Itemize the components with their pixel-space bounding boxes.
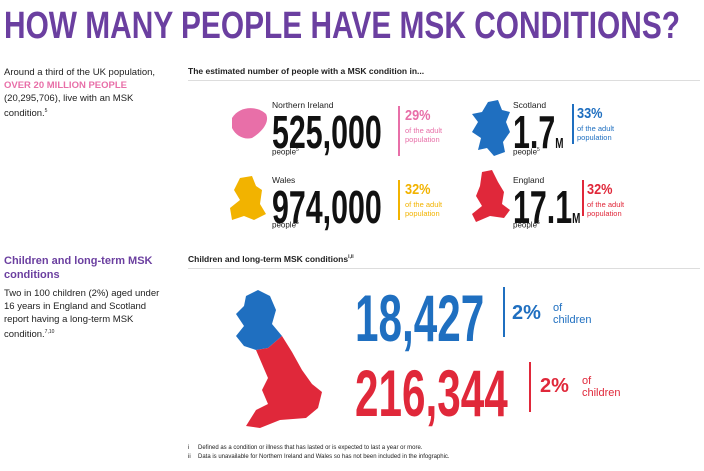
people: people: [272, 220, 297, 230]
map-england: [472, 170, 510, 222]
note: of the adult population: [405, 126, 443, 144]
divider: [398, 180, 400, 220]
text: Data is unavailable for Northern Ireland…: [198, 454, 450, 460]
people-label: people5: [513, 220, 540, 230]
text: Children and long-term MSK conditions: [188, 254, 349, 264]
children-percent: 2%: [512, 302, 541, 324]
divider: [529, 362, 531, 412]
unit: M: [572, 210, 581, 227]
nation-name: England: [513, 175, 545, 185]
divider: [503, 287, 505, 337]
nation-name: Wales: [272, 175, 296, 185]
sup: 7,10: [44, 329, 55, 335]
sup: i,ii: [348, 254, 354, 261]
people: people: [272, 147, 297, 157]
footnote: i Defined as a condition or illness that …: [188, 444, 450, 453]
side-heading: Children and long-term MSK conditions: [4, 255, 153, 281]
children-note: of children: [582, 375, 621, 399]
children-number: 18,427: [355, 281, 485, 355]
percent: 32%: [587, 181, 613, 198]
note: of the adult population: [587, 200, 625, 218]
number: 1.7: [513, 106, 556, 158]
sup: 5: [296, 147, 299, 153]
map-northern-ireland: [232, 108, 268, 139]
divider: [582, 180, 584, 216]
sup: 5: [296, 220, 299, 226]
intro-text: Around a third of the UK population,: [4, 67, 156, 78]
intro-highlight: OVER 20 MILLION PEOPLE: [4, 80, 127, 91]
people: people: [513, 220, 538, 230]
section-heading: The estimated number of people with a MS…: [188, 66, 425, 76]
percent: 33%: [577, 105, 603, 122]
rule: [188, 268, 700, 269]
text: Two in 100 children (2%) aged under 16 y…: [4, 288, 160, 341]
people-label: people5: [272, 220, 299, 230]
sup: 5: [537, 220, 540, 226]
intro: Around a third of the UK population, OVE…: [4, 66, 169, 120]
children-note: of children: [553, 302, 592, 326]
text: Defined as a condition or illness that h…: [198, 445, 423, 451]
nation-number: 17.1M: [513, 184, 580, 230]
note: of the adult population: [405, 200, 443, 218]
nation-number: 1.7M: [513, 109, 563, 155]
marker: ii: [188, 454, 191, 460]
children-percent: 2%: [540, 375, 569, 397]
children-number: 216,344: [355, 356, 508, 430]
section-heading: Children and long-term MSK conditionsi,i…: [188, 254, 354, 264]
footnote: ii Data is unavailable for Northern Irela…: [188, 453, 450, 462]
rule: [188, 80, 700, 81]
map-uk-england: [246, 336, 322, 428]
people-label: people5: [513, 147, 540, 157]
nation-name: Scotland: [513, 100, 547, 110]
title-area: HOW MANY PEOPLE HAVE MSK CONDITIONS?: [4, 5, 680, 47]
nation-number: 974,000: [272, 181, 382, 233]
unit: M: [555, 135, 564, 152]
percent: 32%: [405, 181, 431, 198]
intro-text: (20,295,706), live with an MSK condition…: [4, 93, 134, 120]
side-text: Two in 100 children (2%) aged under 16 y…: [4, 287, 164, 341]
sup: 5: [537, 147, 540, 153]
map-uk-scotland: [236, 290, 282, 350]
map-scotland: [472, 100, 510, 156]
footnotes: i Defined as a condition or illness that …: [188, 444, 450, 462]
divider: [398, 106, 400, 156]
people: people: [513, 147, 538, 157]
percent: 29%: [405, 107, 431, 124]
sup: 5: [44, 108, 48, 114]
note: of the adult population: [577, 124, 615, 142]
number: 17.1: [513, 181, 573, 233]
marker: i: [188, 445, 190, 451]
people-label: people5: [272, 147, 299, 157]
map-wales: [230, 176, 266, 220]
divider: [572, 104, 574, 144]
title: HOW MANY PEOPLE HAVE MSK CONDITIONS?: [4, 5, 680, 47]
nation-number: 525,000: [272, 106, 382, 158]
nation-name: Northern Ireland: [272, 100, 334, 110]
